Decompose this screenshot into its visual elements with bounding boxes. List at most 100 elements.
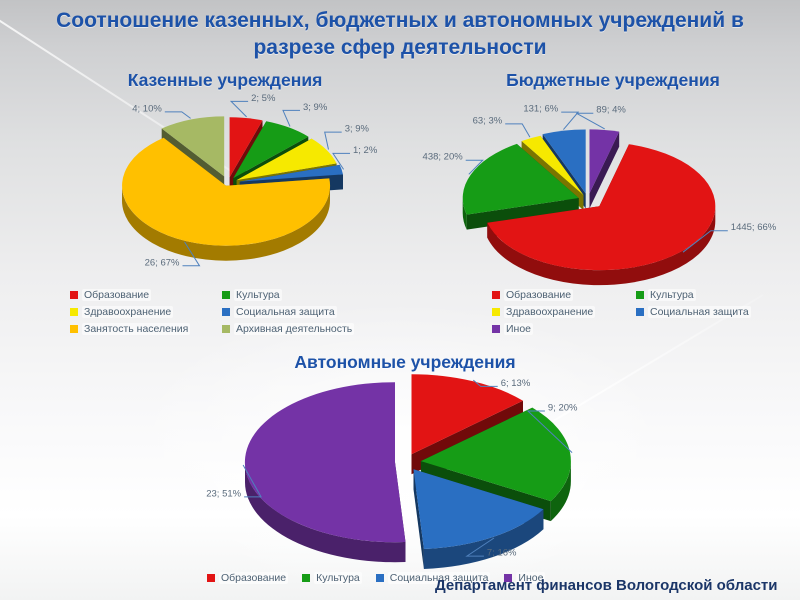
label-leader-line [282, 109, 300, 127]
slice-label: 438; 20% [423, 152, 464, 163]
pie-slice-2-2 [413, 469, 544, 549]
legend-swatch-icon [70, 308, 78, 316]
legend-item: Образование [207, 572, 289, 584]
label-leader-line [182, 241, 201, 267]
footer-department: Департамент финансов Вологодской области [435, 577, 778, 594]
label-leader-line [526, 410, 573, 453]
legend-item: Образование [492, 289, 636, 301]
label-leader-line [465, 537, 495, 557]
pie-slice-0-3 [239, 164, 343, 182]
slice-side [466, 198, 579, 230]
legend-label: Социальная защита [387, 572, 491, 584]
legend-swatch-icon [222, 291, 230, 299]
pie-slice-2-3 [244, 382, 406, 543]
slice-label: 7; 16% [487, 548, 517, 559]
chart-title-kazennye: Казенные учреждения [127, 70, 323, 90]
slice-wall [423, 509, 544, 569]
label-leader-line [164, 111, 191, 119]
legend-label: Образование [219, 572, 289, 584]
legend-swatch-icon [302, 574, 311, 582]
legend-label: Культура [314, 572, 362, 584]
label-leader-line [505, 123, 531, 138]
legend-label: Культура [648, 289, 696, 301]
legend-label: Здравоохранение [82, 306, 174, 318]
legend-swatch-icon [492, 325, 500, 333]
label-leader-line [561, 111, 580, 130]
legend-label: Социальная защита [234, 306, 337, 318]
legend-item: Иное [504, 572, 546, 584]
pie-slice-0-4 [122, 137, 331, 246]
slice-side [589, 131, 620, 209]
legend-label: Здравоохранение [504, 306, 596, 318]
legend-item: Культура [636, 289, 794, 301]
pie-slice-1-2 [462, 143, 579, 215]
slice-label: 63; 3% [473, 115, 503, 126]
pie-slice-0-2 [236, 138, 337, 181]
legend-label: Архивная деятельность [234, 323, 355, 335]
legend-swatch-icon [207, 574, 215, 582]
label-leader-line [472, 379, 498, 387]
pie-slice-1-0 [589, 129, 620, 194]
pie-0: 2; 5% 3; 9% 3; 9% 1; 2% 26; 67% 4; 10% [122, 93, 378, 268]
legend-label: Социальная защита [648, 306, 751, 318]
label-leader-line [465, 159, 484, 175]
legend-item: Образование [70, 289, 222, 301]
slice-wall [245, 462, 406, 563]
slice-label: 26; 67% [145, 257, 180, 268]
label-leader-line [324, 131, 342, 150]
label-leader-line [229, 100, 249, 118]
legend-label: Иное [504, 323, 534, 335]
chart-title-avtonomnye: Автономные учреждения [294, 352, 516, 372]
legend-item: Здравоохранение [492, 306, 636, 318]
pie-slice-2-1 [420, 407, 571, 502]
legend-item: Иное [492, 323, 636, 335]
legend-swatch-icon [636, 291, 644, 299]
legend-label: Образование [82, 289, 152, 301]
slice-label: 1445; 66% [731, 222, 777, 233]
pie-slice-0-0 [229, 117, 263, 178]
legend-item: Занятость населения [70, 323, 222, 335]
legend-item: Архивная деятельность [222, 323, 384, 335]
pie-slice-0-1 [233, 121, 309, 179]
legend-swatch-icon [375, 574, 384, 582]
legend-item: Социальная защита [636, 306, 794, 318]
legend-swatch-icon [70, 291, 78, 299]
slice-label: 6; 13% [501, 378, 531, 389]
slice-label: 89; 4% [596, 105, 626, 116]
label-leader-line [682, 230, 728, 253]
pie-slice-1-1 [487, 144, 716, 271]
pie-slice-2-0 [411, 374, 523, 455]
legend-item: Культура [222, 289, 384, 301]
legend-label: Культура [234, 289, 282, 301]
slice-label: 23; 51% [206, 488, 241, 499]
pie-1: 89; 4% 1445; 66% 438; 20% 63; 3% 131; 6% [423, 104, 777, 286]
legend-avtonomnye: Образование Культура Социальная защита Иное [207, 572, 546, 584]
pie-slice-1-3 [521, 135, 584, 196]
legend-swatch-icon [492, 308, 500, 316]
slice-label: 2; 5% [251, 93, 276, 104]
chart-title-byudzhetnye: Бюджетные учреждения [506, 70, 720, 90]
slice-label: 4; 10% [132, 103, 162, 114]
legend-swatch-icon [492, 291, 500, 299]
slide-title: Соотношение казенных, бюджетных и автоно… [56, 9, 744, 60]
legend-kazennye: Образование Культура Здравоохранение Социал… [70, 289, 390, 335]
legend-label: Образование [504, 289, 574, 301]
slice-side [413, 469, 424, 569]
legend-label: Иное [516, 572, 546, 584]
pie-slice-0-5 [161, 116, 225, 177]
slice-wall [462, 198, 467, 230]
slice-label: 1; 2% [353, 145, 378, 156]
slice-label: 3; 9% [303, 102, 328, 113]
legend-swatch-icon [222, 325, 230, 333]
label-leader-line [242, 464, 262, 498]
slice-wall [122, 185, 330, 261]
slice-label: 131; 6% [523, 104, 558, 115]
slice-label: 9; 20% [548, 403, 578, 414]
legend-item: Здравоохранение [70, 306, 222, 318]
slice-wall [550, 461, 571, 522]
pie-slice-1-4 [542, 129, 586, 194]
legend-label: Занятость населения [82, 323, 191, 335]
legend-swatch-icon [636, 308, 644, 316]
